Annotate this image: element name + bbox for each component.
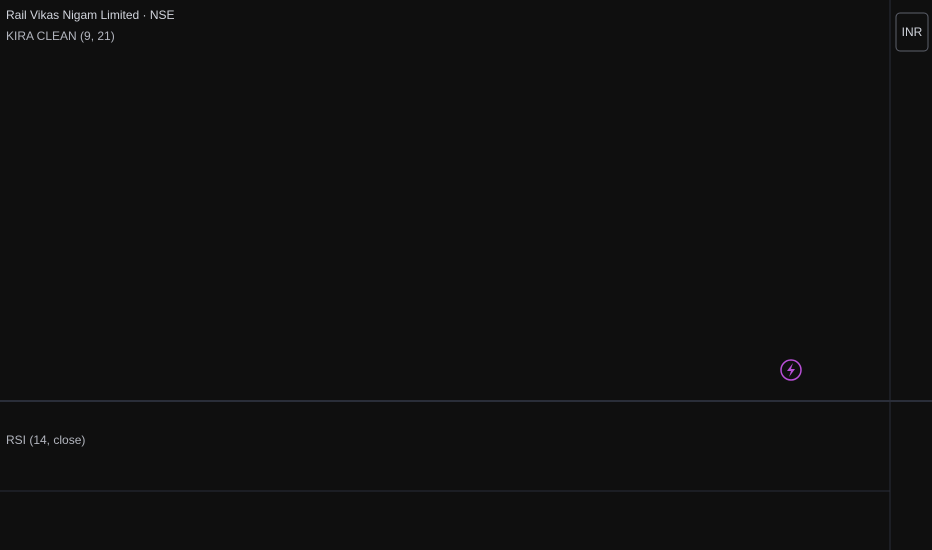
currency-box[interactable]: [895, 12, 929, 52]
lightning-icon: [780, 359, 802, 381]
currency: INR: [902, 25, 923, 39]
rsi-title: RSI (14, close): [6, 433, 85, 447]
symbol-title: Rail Vikas Nigam Limited · NSE: [6, 8, 175, 22]
indicator-title: KIRA CLEAN (9, 21): [6, 29, 115, 43]
